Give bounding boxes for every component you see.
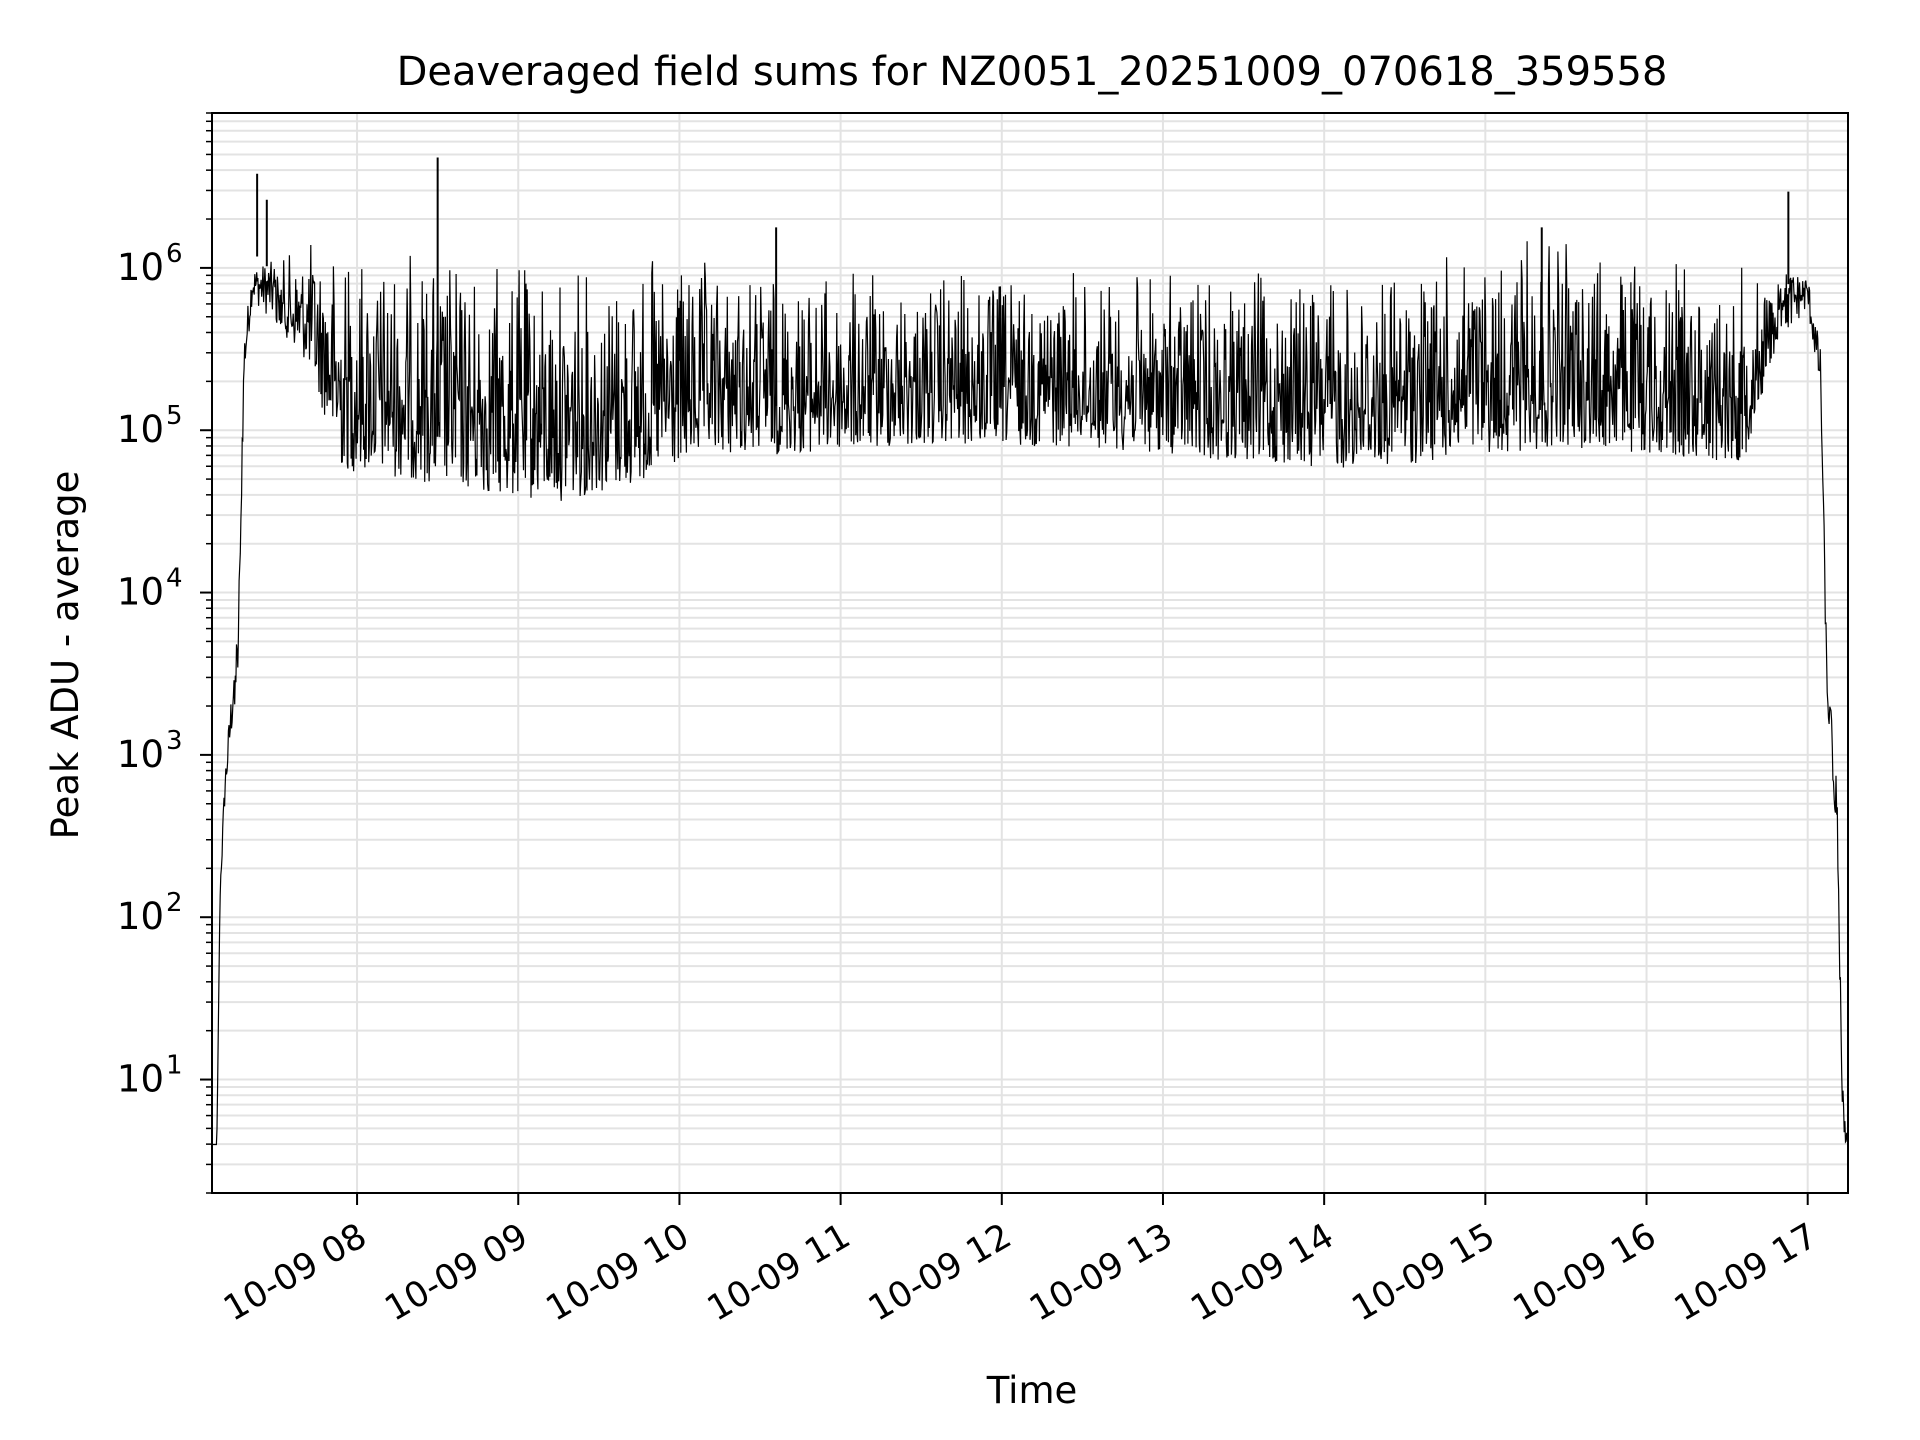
y-tick-label-exponent: 5 [166,401,183,431]
y-tick-label: 10 [117,733,164,776]
y-tick-label-exponent: 6 [166,239,183,269]
x-tick-label: 10-09 14 [1184,1216,1340,1329]
x-tick-label: 10-09 13 [1023,1216,1179,1329]
chart-title: Deaveraged field sums for NZ0051_2025100… [397,49,1668,95]
y-tick-label-exponent: 1 [166,1051,183,1081]
x-tick-label: 10-09 12 [862,1216,1018,1329]
x-tick-label: 10-09 11 [701,1216,857,1329]
x-tick-label: 10-09 09 [378,1216,534,1329]
series-line [212,241,1849,1146]
x-tick-label: 10-09 16 [1507,1216,1663,1329]
y-tick-label-exponent: 2 [166,888,183,918]
y-tick-label: 10 [117,408,164,451]
x-tick-label: 10-09 08 [217,1216,373,1329]
x-tick-label: 10-09 15 [1346,1216,1502,1329]
axes-frame [211,112,1849,1194]
grid [212,112,1848,1194]
y-tick-label: 10 [117,1058,164,1101]
x-tick-label: 10-09 10 [540,1216,696,1329]
y-axis-label: Peak ADU - average [44,471,87,840]
x-axis-label: Time [986,1369,1078,1412]
y-tick-label: 10 [117,895,164,938]
y-tick-label: 10 [117,246,164,289]
y-tick-label-exponent: 4 [166,564,183,594]
y-tick-label-exponent: 3 [166,726,183,756]
x-tick-label: 10-09 17 [1668,1216,1824,1329]
plot-area [212,157,1849,1146]
y-tick-label: 10 [117,571,164,614]
